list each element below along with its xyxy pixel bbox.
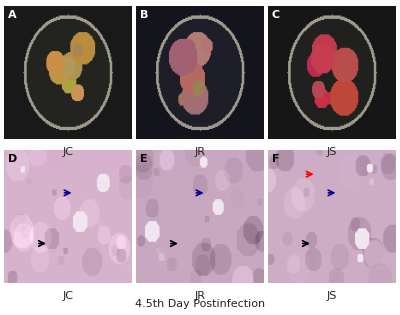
Text: JS: JS	[327, 291, 337, 301]
Text: A: A	[8, 10, 16, 20]
Text: 4.5th Day Postinfection: 4.5th Day Postinfection	[135, 299, 265, 309]
Text: F: F	[272, 154, 279, 164]
Text: C: C	[272, 10, 280, 20]
Text: JR: JR	[194, 291, 206, 301]
Text: JC: JC	[62, 291, 74, 301]
Text: E: E	[140, 154, 148, 164]
Text: B: B	[140, 10, 148, 20]
Text: D: D	[8, 154, 17, 164]
Text: JC: JC	[62, 147, 74, 158]
Text: JR: JR	[194, 147, 206, 158]
Text: JS: JS	[327, 147, 337, 158]
